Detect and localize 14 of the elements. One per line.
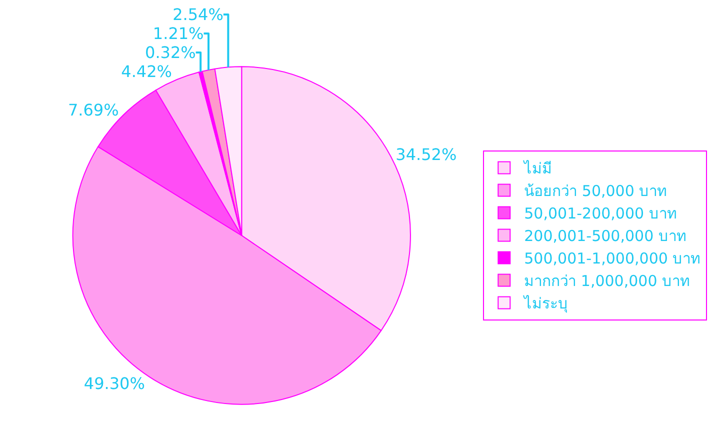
legend-label: มากกว่า 1,000,000 บาท [524, 272, 690, 290]
data-label: 4.42% [121, 62, 172, 82]
legend-label: ไม่มี [523, 160, 552, 178]
legend-label: 50,001-200,000 บาท [524, 204, 677, 223]
legend-label: น้อยกว่า 50,000 บาท [524, 182, 668, 200]
legend-label: ไม่ระบุ [523, 294, 568, 314]
data-label: 34.52% [396, 145, 457, 164]
data-label: 0.32% [145, 43, 196, 62]
legend-label: 500,001-1,000,000 บาท [524, 250, 701, 268]
data-label: 1.21% [152, 24, 204, 44]
data-label: 2.54% [172, 5, 224, 24]
legend-label: 200,001-500,000 บาท [524, 227, 686, 246]
data-label: 7.69% [68, 100, 119, 120]
data-label: 49.30% [84, 374, 145, 394]
